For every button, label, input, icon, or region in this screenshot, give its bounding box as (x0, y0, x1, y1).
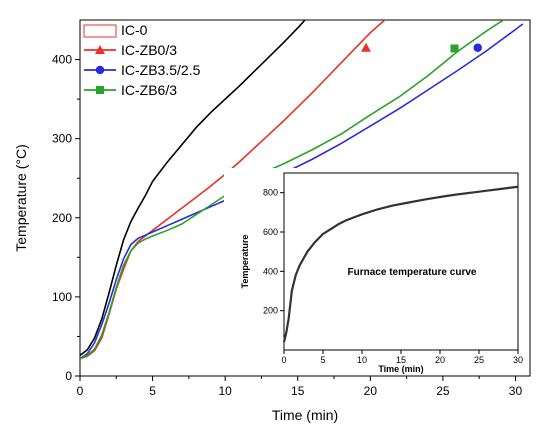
y-tick-label: 0 (65, 369, 72, 383)
x-tick-label: 5 (149, 384, 156, 398)
x-tick-label: 20 (364, 384, 378, 398)
series-line-2 (80, 23, 524, 360)
y-tick-label: 400 (52, 53, 72, 67)
inset-x-tick-label: 10 (357, 355, 367, 365)
y-tick-label: 100 (52, 290, 72, 304)
legend-marker-2 (95, 65, 105, 75)
y-tick-label: 300 (52, 132, 72, 146)
inset-x-tick-label: 15 (396, 355, 406, 365)
legend-label-2: IC-ZB3.5/2.5 (121, 62, 201, 78)
inset-x-tick-label: 25 (474, 355, 484, 365)
legend-label-0: IC-0 (121, 22, 148, 38)
legend-label-3: IC-ZB6/3 (121, 82, 177, 98)
inset-title: Furnace temperature curve (348, 267, 477, 278)
main-series-layer (80, 20, 524, 360)
series-marker-2 (473, 43, 482, 52)
series-line-3 (80, 20, 505, 360)
inset-y-axis-label: Temperature (240, 235, 250, 289)
x-tick-label: 30 (509, 384, 523, 398)
inset-y-tick-label: 200 (263, 306, 278, 316)
inset-x-tick-label: 0 (281, 355, 286, 365)
x-tick-label: 25 (436, 384, 450, 398)
inset-x-tick-label: 20 (435, 355, 445, 365)
x-tick-label: 10 (218, 384, 232, 398)
x-tick-label: 0 (77, 384, 84, 398)
series-marker-1 (360, 42, 371, 52)
series-line-0 (80, 20, 306, 357)
inset-y-tick-label: 400 (263, 266, 278, 276)
legend: IC-0 IC-ZB0/3 IC-ZB3.5/2.5 IC-ZB6/3 (83, 22, 201, 98)
inset-x-tick-label: 5 (320, 355, 325, 365)
inset-x-tick-label: 30 (513, 355, 523, 365)
inset-y-tick-label: 600 (263, 227, 278, 237)
inset-series-line-0 (282, 185, 519, 343)
y-axis-label: Temperature (°C) (13, 144, 29, 252)
legend-label-1: IC-ZB0/3 (121, 42, 177, 58)
legend-swatch-0 (83, 24, 117, 38)
legend-marker-3 (96, 86, 104, 94)
x-tick-label: 15 (291, 384, 305, 398)
legend-marker-1 (95, 45, 105, 54)
inset-y-tick-label: 800 (263, 188, 278, 198)
x-axis-label: Time (min) (272, 407, 338, 423)
inset-background (224, 168, 528, 375)
y-tick-label: 200 (52, 211, 72, 225)
inset-x-axis-label: Time (min) (378, 364, 423, 374)
series-marker-3 (450, 44, 459, 53)
